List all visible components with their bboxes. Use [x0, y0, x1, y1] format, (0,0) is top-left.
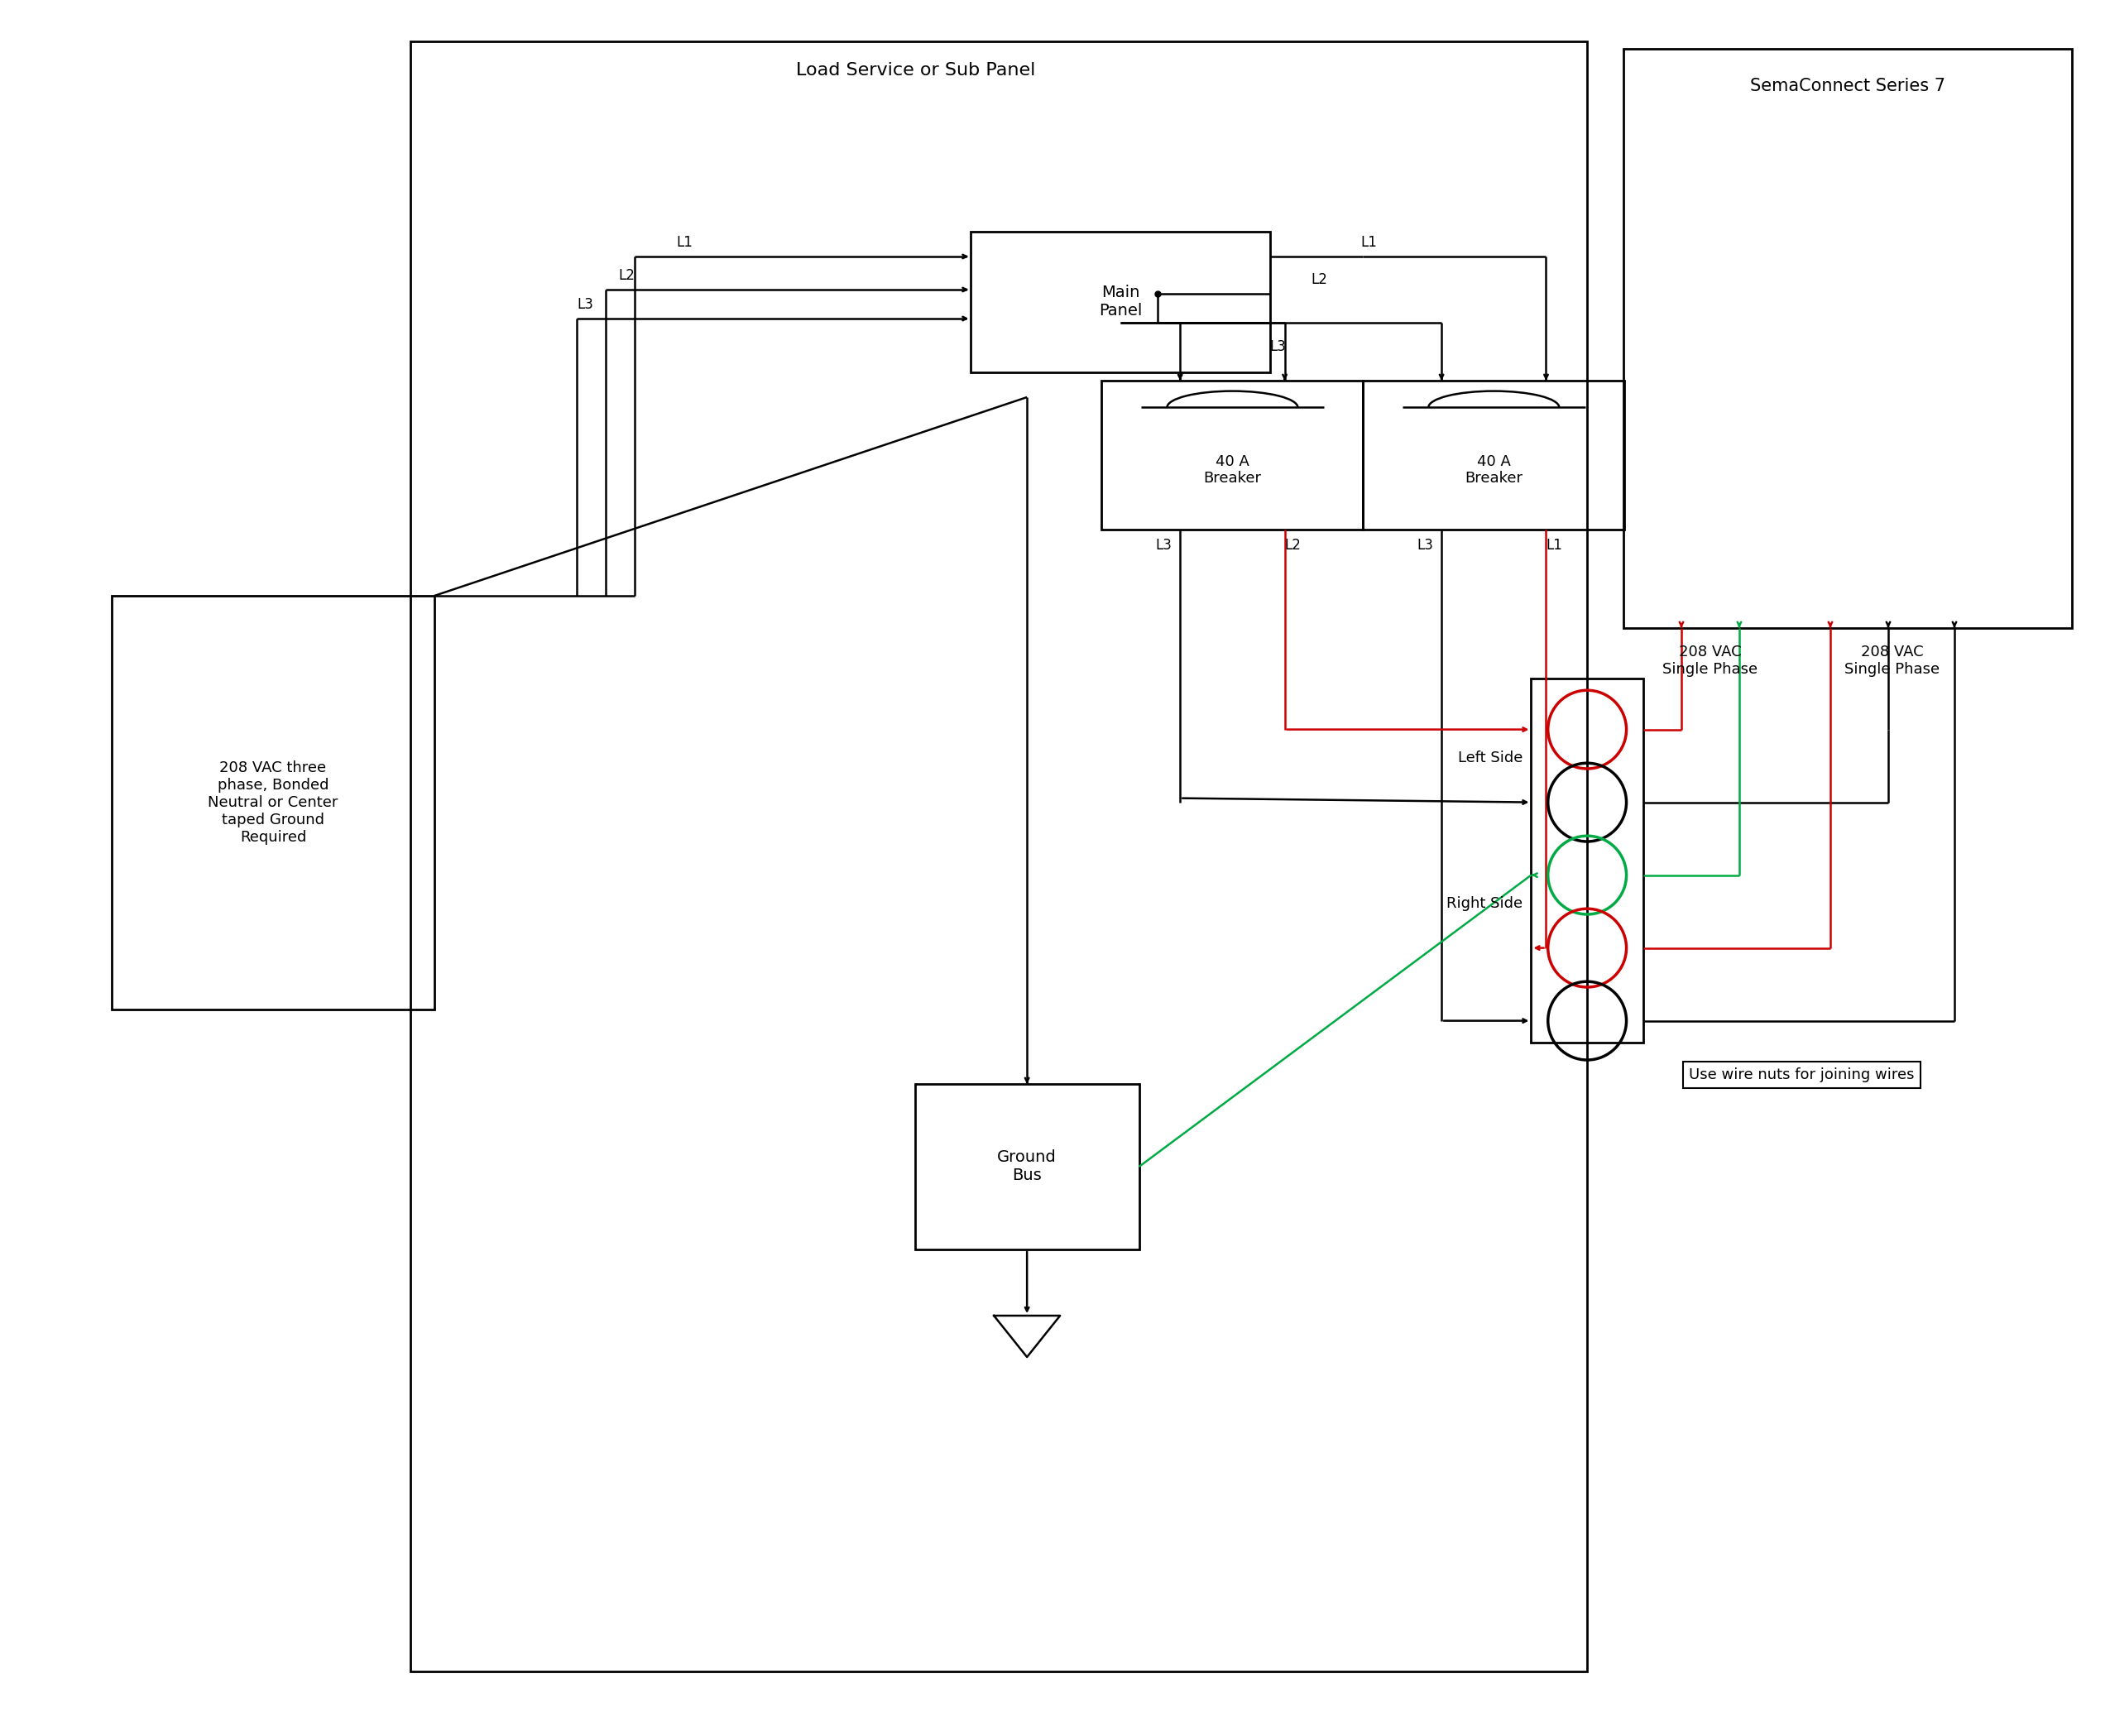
Text: 208 VAC
Single Phase: 208 VAC Single Phase [1844, 644, 1939, 677]
Text: L2: L2 [1285, 538, 1302, 552]
Text: 208 VAC three
phase, Bonded
Neutral or Center
taped Ground
Required: 208 VAC three phase, Bonded Neutral or C… [209, 760, 338, 844]
Text: SemaConnect Series 7: SemaConnect Series 7 [1749, 78, 1945, 94]
Bar [916, 1083, 1139, 1250]
Text: Right Side: Right Side [1447, 896, 1523, 911]
Text: Main
Panel: Main Panel [1099, 285, 1142, 319]
Text: Load Service or Sub Panel: Load Service or Sub Panel [795, 62, 1036, 78]
Text: Left Side: Left Side [1458, 750, 1523, 766]
Text: L3: L3 [1416, 538, 1433, 552]
Text: Ground
Bus: Ground Bus [998, 1149, 1057, 1184]
Text: L3: L3 [1270, 339, 1287, 354]
Bar [1101, 380, 1363, 529]
Text: 40 A
Breaker: 40 A Breaker [1464, 453, 1523, 486]
Text: Use wire nuts for joining wires: Use wire nuts for joining wires [1688, 1068, 1914, 1082]
Text: L3: L3 [1156, 538, 1171, 552]
Bar [411, 42, 1587, 1672]
Bar [1532, 679, 1644, 1043]
Text: 208 VAC
Single Phase: 208 VAC Single Phase [1663, 644, 1758, 677]
Bar [1363, 380, 1625, 529]
Bar [1623, 49, 2072, 628]
Text: L1: L1 [1361, 234, 1378, 250]
Text: L1: L1 [1547, 538, 1564, 552]
Text: L1: L1 [675, 234, 692, 250]
Text: 40 A
Breaker: 40 A Breaker [1203, 453, 1262, 486]
Text: L2: L2 [1310, 273, 1327, 286]
Text: L2: L2 [618, 267, 635, 283]
Bar [112, 595, 435, 1010]
Bar [971, 231, 1270, 372]
Text: L3: L3 [576, 297, 593, 312]
